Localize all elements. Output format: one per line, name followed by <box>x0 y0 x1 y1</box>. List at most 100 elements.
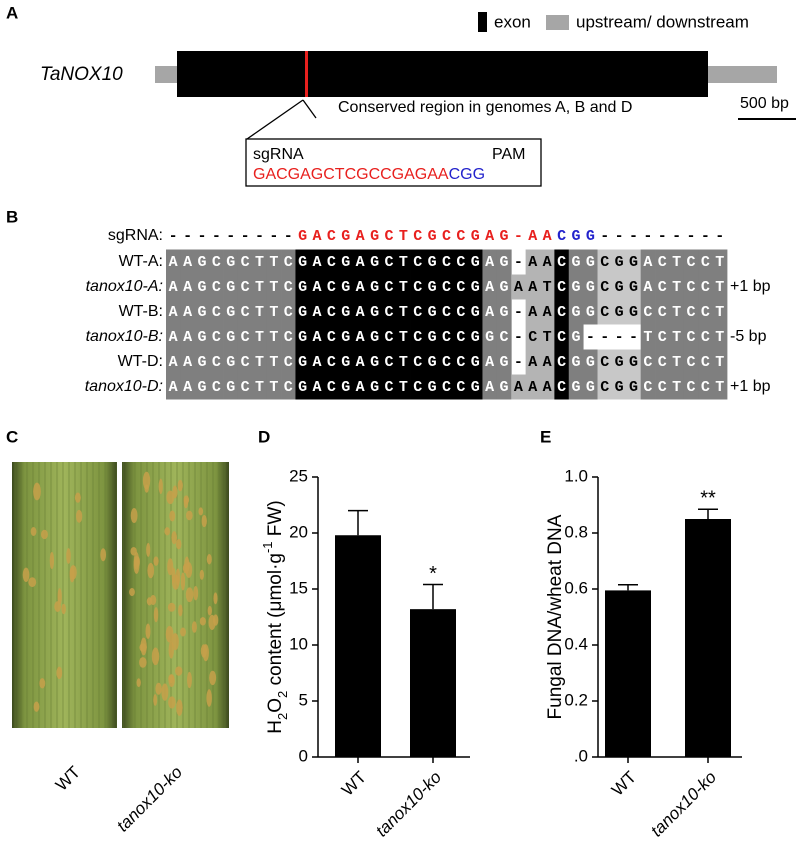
base: C <box>413 379 422 396</box>
base: A <box>356 354 365 371</box>
base: C <box>701 354 710 371</box>
base: C <box>212 379 221 396</box>
base: G <box>471 379 480 396</box>
base-shade <box>367 374 383 400</box>
base-shade <box>338 349 354 375</box>
base-shade <box>525 299 541 325</box>
base-shade <box>568 299 584 325</box>
base-shade <box>626 299 642 325</box>
base-shade <box>611 374 627 400</box>
base-shade <box>655 274 670 300</box>
panel-label: D <box>258 427 270 446</box>
base: C <box>212 304 221 321</box>
panel-label: B <box>6 207 18 226</box>
base-shade <box>712 274 728 300</box>
base: - <box>284 228 293 245</box>
base-shade <box>180 374 196 400</box>
lesion <box>153 607 159 623</box>
lesions <box>22 471 219 716</box>
base: G <box>370 279 379 296</box>
target-site <box>305 51 308 97</box>
base: A <box>313 254 322 271</box>
base-shade <box>367 274 383 300</box>
base-shade <box>554 299 570 325</box>
base-shade <box>669 249 685 275</box>
base: C <box>442 379 451 396</box>
base-shade <box>626 249 642 275</box>
base-shade <box>453 299 469 325</box>
lesion <box>57 588 62 605</box>
base: C <box>241 304 250 321</box>
base-shade <box>511 274 527 300</box>
base-shade <box>381 274 397 300</box>
base-shade <box>252 349 268 375</box>
base-shade <box>381 324 397 350</box>
base-shade <box>439 324 455 350</box>
base: - <box>514 304 523 321</box>
base: G <box>428 304 437 321</box>
base-shade <box>583 374 598 400</box>
sgrna-sequence: GACGAGCTCGCCGAGAACGG <box>253 166 485 183</box>
lesion <box>56 666 63 680</box>
significance: * <box>429 563 437 585</box>
base-shade <box>439 249 455 275</box>
base-shade <box>554 374 570 400</box>
base-shade <box>180 274 196 300</box>
base: C <box>456 254 465 271</box>
base: C <box>456 279 465 296</box>
base: G <box>471 228 480 245</box>
base-shade <box>583 274 598 300</box>
indel-label: -5 bp <box>730 328 767 345</box>
base-shade <box>597 274 613 300</box>
base-shade <box>712 374 728 400</box>
base: A <box>643 279 652 296</box>
base-shade <box>237 324 253 350</box>
base-shade <box>338 249 354 275</box>
base: A <box>485 228 494 245</box>
base: G <box>226 304 235 321</box>
base: T <box>672 304 681 321</box>
base: A <box>528 254 537 271</box>
base-shade <box>266 349 282 375</box>
base: - <box>672 228 681 245</box>
base: - <box>514 228 523 245</box>
base-shade <box>568 324 584 350</box>
lesion <box>207 605 212 616</box>
base-shade <box>209 249 224 275</box>
base: G <box>370 329 379 346</box>
base: - <box>615 329 624 346</box>
lesion <box>30 527 37 536</box>
base-shade <box>640 374 656 400</box>
base: G <box>471 354 480 371</box>
base-shade <box>266 374 282 400</box>
base: C <box>327 254 336 271</box>
base: G <box>298 354 307 371</box>
base: T <box>543 329 552 346</box>
base-shade <box>439 374 455 400</box>
base: T <box>715 279 724 296</box>
base: G <box>370 304 379 321</box>
base-shade <box>367 249 383 275</box>
base-shade <box>626 349 642 375</box>
base: T <box>543 279 552 296</box>
base: C <box>284 254 293 271</box>
base: C <box>701 304 710 321</box>
base-shade <box>424 349 440 375</box>
base: T <box>643 329 652 346</box>
base: A <box>528 379 537 396</box>
base: A <box>514 379 523 396</box>
x-tick-label: tanox10-ko <box>647 768 720 841</box>
base-shade <box>410 324 426 350</box>
base: C <box>687 329 696 346</box>
base: C <box>327 354 336 371</box>
exon <box>177 51 708 97</box>
panel-label: E <box>540 427 551 446</box>
base-shade <box>683 349 699 375</box>
label-part: FW) <box>265 500 286 541</box>
lesion <box>151 647 160 666</box>
base: C <box>658 354 667 371</box>
base: T <box>399 279 408 296</box>
y-tick-label: 0.2 <box>564 690 588 709</box>
base: A <box>485 304 494 321</box>
